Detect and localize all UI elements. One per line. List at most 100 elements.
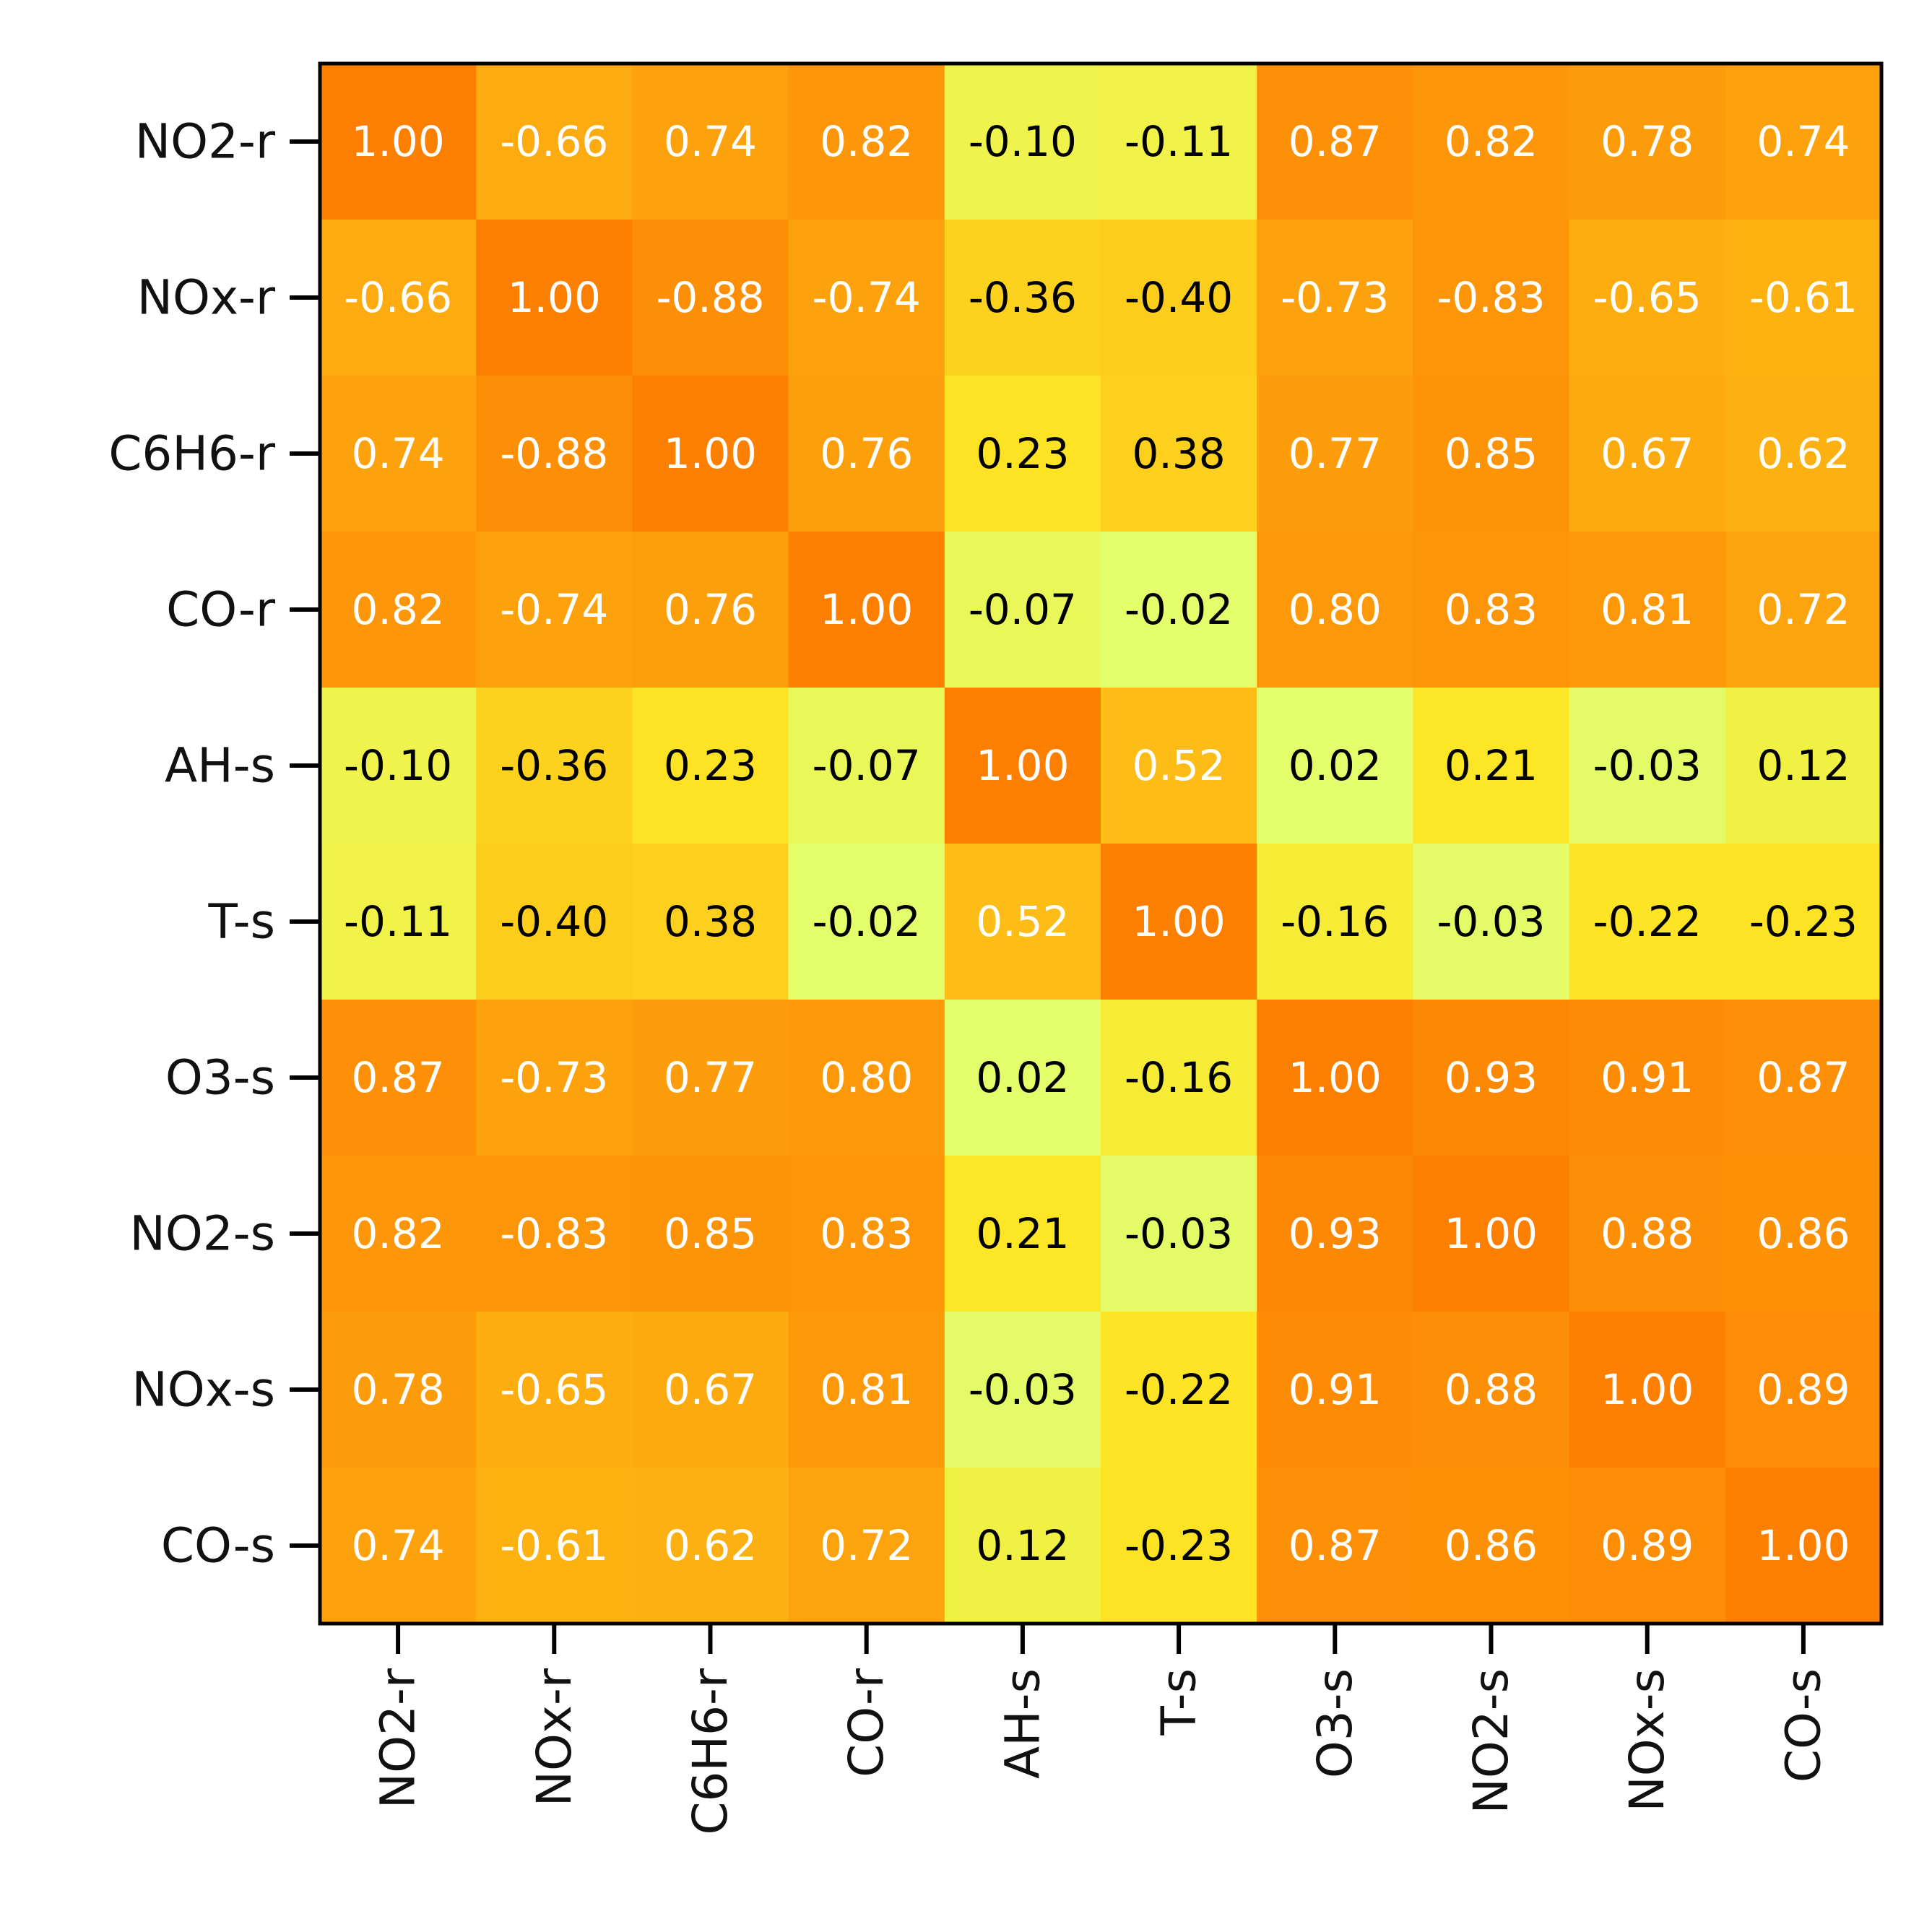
heatmap-cell xyxy=(320,1000,477,1156)
cell-value-label: 0.38 xyxy=(1132,429,1226,478)
cell-value-label: 0.93 xyxy=(1288,1209,1382,1258)
heatmap-cell xyxy=(788,1312,945,1468)
heatmap-cell xyxy=(632,688,789,844)
heatmap-cell xyxy=(476,532,633,688)
heatmap-cell xyxy=(1569,1000,1726,1156)
heatmap-cell xyxy=(632,844,789,1000)
heatmap-cell xyxy=(1725,1312,1882,1468)
heatmap-cell xyxy=(476,64,633,220)
cell-value-label: 0.89 xyxy=(1600,1521,1694,1570)
heatmap-cell xyxy=(1101,1312,1257,1468)
cell-value-label: -0.88 xyxy=(656,273,764,322)
heatmap-cell xyxy=(632,532,789,688)
heatmap-cell xyxy=(1101,688,1257,844)
cell-value-label: 0.82 xyxy=(352,1209,445,1258)
heatmap-cell xyxy=(632,1000,789,1156)
cell-value-label: 0.91 xyxy=(1288,1365,1382,1414)
heatmap-cell xyxy=(1569,376,1726,532)
heatmap-cell xyxy=(944,376,1101,532)
cell-value-label: 0.21 xyxy=(976,1209,1069,1258)
cell-value-label: 0.82 xyxy=(820,117,913,166)
cell-value-label: -0.03 xyxy=(1125,1209,1233,1258)
cell-value-label: 1.00 xyxy=(820,585,913,634)
heatmap-cell xyxy=(944,220,1101,376)
heatmap-cell xyxy=(1257,844,1413,1000)
cell-value-label: -0.23 xyxy=(1125,1521,1233,1570)
heatmap-cell xyxy=(944,844,1101,1000)
cell-value-label: 0.62 xyxy=(664,1521,757,1570)
x-tick-label: T-s xyxy=(1151,1668,1207,1736)
heatmap-cell xyxy=(320,1312,477,1468)
heatmap-cell xyxy=(320,64,477,220)
heatmap-cell xyxy=(788,376,945,532)
cell-value-label: 0.76 xyxy=(664,585,757,634)
heatmap-cell xyxy=(944,1000,1101,1156)
cell-value-label: -0.11 xyxy=(344,897,452,946)
cell-value-label: -0.66 xyxy=(344,273,452,322)
y-tick-label: C6H6-r xyxy=(108,426,276,482)
cell-value-label: 0.74 xyxy=(1756,117,1850,166)
heatmap-cell xyxy=(1101,376,1257,532)
heatmap-cell xyxy=(788,844,945,1000)
heatmap-cell xyxy=(1569,1312,1726,1468)
cell-value-label: -0.73 xyxy=(500,1053,608,1102)
heatmap-cell xyxy=(632,376,789,532)
heatmap-cell xyxy=(1413,1468,1570,1624)
heatmap-cell-labels: 1.00 -0.66 0.74 0.82 -0.10 -0.11 0.87 0.82 0.78 0… xyxy=(344,117,1858,1570)
x-tick-label: NOx-s xyxy=(1619,1668,1675,1812)
cell-value-label: -0.03 xyxy=(969,1365,1077,1414)
cell-value-label: -0.73 xyxy=(1281,273,1389,322)
heatmap-cell xyxy=(1413,220,1570,376)
cell-value-label: -0.74 xyxy=(813,273,921,322)
cell-value-label: -0.03 xyxy=(1593,741,1702,790)
cell-value-label: -0.10 xyxy=(969,117,1077,166)
y-tick-label: AH-s xyxy=(165,738,275,794)
cell-value-label: -0.23 xyxy=(1749,897,1858,946)
cell-value-label: 0.52 xyxy=(976,897,1069,946)
y-tick-label: O3-s xyxy=(165,1050,275,1106)
cell-value-label: 0.21 xyxy=(1444,741,1538,790)
x-tick-label: O3-s xyxy=(1307,1668,1363,1778)
heatmap-cell xyxy=(1569,64,1726,220)
heatmap-cell xyxy=(1569,844,1726,1000)
heatmap-cell xyxy=(632,64,789,220)
cell-value-label: 0.85 xyxy=(1444,429,1538,478)
cell-value-label: 0.74 xyxy=(352,429,445,478)
cell-value-label: 0.12 xyxy=(976,1521,1069,1570)
cell-value-label: 0.23 xyxy=(976,429,1069,478)
heatmap-cell xyxy=(1569,532,1726,688)
cell-value-label: 0.85 xyxy=(664,1209,757,1258)
heatmap-cell xyxy=(476,1000,633,1156)
cell-value-label: -0.40 xyxy=(500,897,608,946)
cell-value-label: 0.67 xyxy=(1600,429,1694,478)
cell-value-label: 0.81 xyxy=(820,1365,913,1414)
y-tick-label: NO2-s xyxy=(129,1206,275,1262)
cell-value-label: 0.74 xyxy=(664,117,757,166)
y-tick-label: CO-s xyxy=(161,1518,275,1574)
heatmap-cell xyxy=(320,1156,477,1312)
x-tick-label: NO2-r xyxy=(371,1668,426,1808)
heatmap-cell xyxy=(1101,1156,1257,1312)
heatmap-cell xyxy=(788,64,945,220)
cell-value-label: 1.00 xyxy=(352,117,445,166)
cell-value-label: 0.67 xyxy=(664,1365,757,1414)
cell-value-label: 0.77 xyxy=(664,1053,757,1102)
heatmap-cell xyxy=(1413,1156,1570,1312)
cell-value-label: -0.61 xyxy=(1749,273,1858,322)
cell-value-label: 0.12 xyxy=(1756,741,1850,790)
x-axis: NO2-r NOx-r C6H6-r CO-r AH-s T-s O3-s NO2-s NOx-… xyxy=(371,1624,1831,1835)
cell-value-label: -0.66 xyxy=(500,117,608,166)
cell-value-label: -0.36 xyxy=(500,741,608,790)
heatmap-cells xyxy=(320,64,1882,1624)
heatmap-cell xyxy=(1257,376,1413,532)
heatmap-cell xyxy=(632,1312,789,1468)
y-tick-label: NOx-s xyxy=(131,1362,275,1418)
heatmap-cell xyxy=(944,1156,1101,1312)
heatmap-cell xyxy=(1725,1468,1882,1624)
plot-frame xyxy=(318,61,1884,1626)
heatmap-cell xyxy=(1569,1468,1726,1624)
cell-value-label: 0.93 xyxy=(1444,1053,1538,1102)
cell-value-label: 1.00 xyxy=(664,429,757,478)
heatmap-cell xyxy=(1725,1000,1882,1156)
cell-value-label: 0.87 xyxy=(1756,1053,1850,1102)
